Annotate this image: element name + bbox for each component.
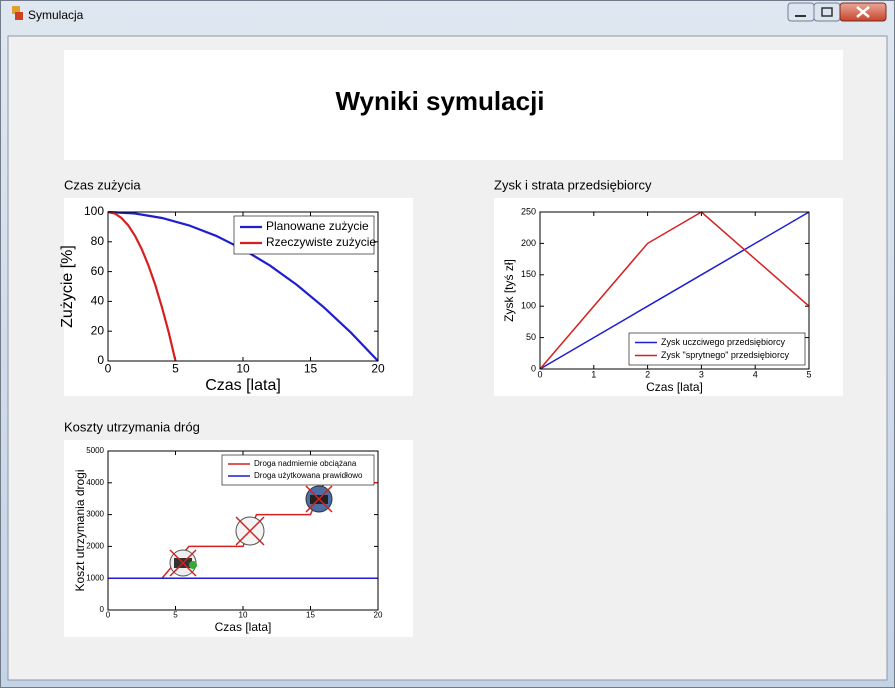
y-tick-label: 40 [91,294,105,308]
legend-label: Zysk uczciwego przedsiębiorcy [661,337,786,347]
x-axis-label: Czas [lata] [215,620,272,634]
y-tick-label: 250 [521,206,536,216]
legend-label: Planowane zużycie [266,219,369,233]
y-tick-label: 0 [97,353,104,367]
y-tick-label: 3000 [86,510,104,519]
y-axis-label: Zysk [tyś zł] [502,259,516,322]
legend-label: Rzeczywiste zużycie [266,235,376,249]
x-tick-label: 5 [172,362,179,376]
icon [306,486,332,512]
legend-label: Droga użytkowana prawidłowo [254,471,363,480]
y-tick-label: 0 [531,363,536,373]
x-tick-label: 0 [537,370,542,380]
y-tick-label: 100 [84,204,104,218]
x-tick-label: 3 [699,370,704,380]
x-tick-label: 10 [236,362,250,376]
legend-label: Droga nadmiernie obciążana [254,459,357,468]
x-tick-label: 4 [753,370,758,380]
app-icon [15,12,23,20]
x-tick-label: 5 [173,611,178,620]
panel-label: Koszty utrzymania dróg [64,419,200,434]
panel-label: Czas zużycia [64,177,141,192]
icon [236,517,264,545]
window-title: Symulacja [28,8,84,22]
y-axis-label: Zużycie [%] [59,245,76,328]
y-tick-label: 5000 [86,446,104,455]
y-tick-label: 200 [521,238,536,248]
y-axis-label: Koszt utrzymania drogi [73,469,87,591]
page: Symulacja Wyniki symulacji Czas zużycia 0… [0,0,895,688]
icon [170,550,197,576]
x-tick-label: 5 [806,370,811,380]
minimize-button[interactable] [788,3,814,21]
y-tick-label: 2000 [86,542,104,551]
x-tick-label: 15 [304,362,318,376]
legend-label: Zysk "sprytnego" przedsiębiorcy [661,350,789,360]
y-tick-label: 100 [521,301,536,311]
chart-panel [494,198,843,396]
window: Symulacja Wyniki symulacji Czas zużycia 0… [0,0,895,688]
x-tick-label: 20 [371,362,385,376]
x-tick-label: 2 [645,370,650,380]
y-tick-label: 4000 [86,478,104,487]
y-tick-label: 0 [100,605,105,614]
x-tick-label: 0 [105,362,112,376]
y-tick-label: 20 [91,323,105,337]
x-axis-label: Czas [lata] [205,377,281,394]
x-tick-label: 15 [306,611,315,620]
y-tick-label: 150 [521,269,536,279]
x-tick-label: 20 [374,611,383,620]
header-title: Wyniki symulacji [335,86,544,116]
x-axis-label: Czas [lata] [646,380,703,394]
y-tick-label: 60 [91,264,105,278]
panel-label: Zysk i strata przedsiębiorcy [494,177,652,192]
x-tick-label: 1 [591,370,596,380]
x-tick-label: 10 [239,611,248,620]
y-tick-label: 1000 [86,573,104,582]
y-tick-label: 50 [526,332,536,342]
x-tick-label: 0 [106,611,111,620]
maximize-button[interactable] [814,3,840,21]
y-tick-label: 80 [91,234,105,248]
